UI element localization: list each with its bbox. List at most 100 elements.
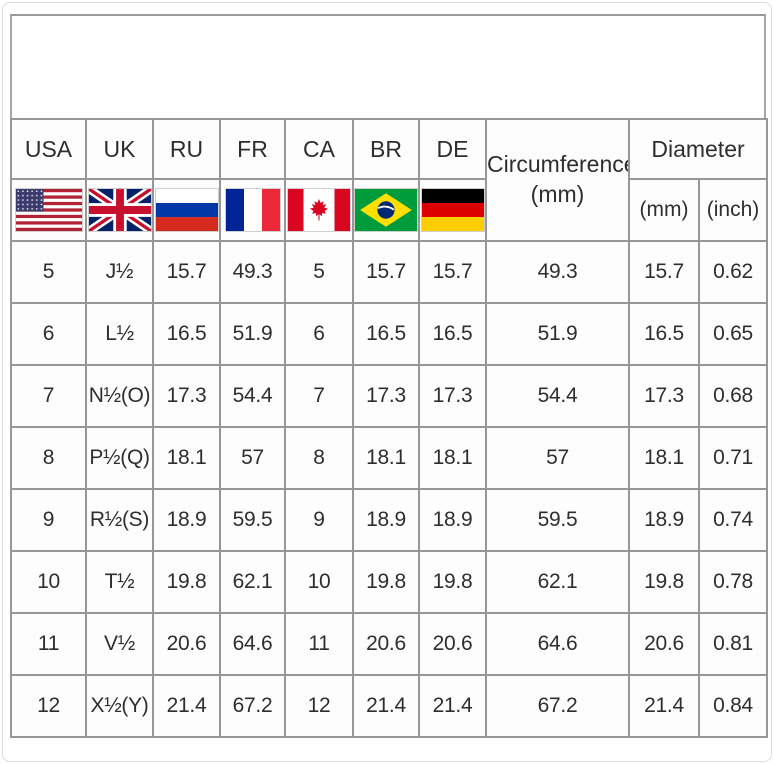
table-row: 10 T½ 19.8 62.1 10 19.8 19.8 62.1 19.8 0.78	[10, 550, 768, 614]
table-row: 8 P½(Q) 18.1 57 8 18.1 18.1 57 18.1 0.71	[10, 426, 768, 490]
table-cell: 54.4	[219, 364, 286, 428]
germany-flag-cell	[418, 178, 487, 242]
table-cell: 6	[284, 302, 354, 366]
russia-flag-icon	[155, 188, 218, 232]
table-cell: 49.3	[219, 240, 286, 304]
table-cell: 59.5	[219, 488, 286, 552]
table-cell: 19.8	[352, 550, 420, 614]
diameter-inch-header: (inch)	[698, 178, 768, 242]
col-header-ca: CA	[284, 118, 354, 180]
table-cell: 18.9	[628, 488, 700, 552]
table-cell: 17.3	[418, 364, 487, 428]
diameter-mm-header: (mm)	[628, 178, 700, 242]
table-cell: 16.5	[152, 302, 221, 366]
table-cell: 0.84	[698, 674, 768, 738]
table-cell: 18.1	[418, 426, 487, 490]
table-cell: 20.6	[628, 612, 700, 676]
table-cell: 20.6	[352, 612, 420, 676]
circumference-label: Circumference	[487, 151, 629, 178]
table-cell: 64.6	[219, 612, 286, 676]
germany-flag-icon	[421, 188, 484, 232]
table-row: 6 L½ 16.5 51.9 6 16.5 16.5 51.9 16.5 0.65	[10, 302, 768, 366]
table-cell: 51.9	[219, 302, 286, 366]
table-cell: 57	[485, 426, 630, 490]
brazil-flag-cell	[352, 178, 420, 242]
table-cell: 15.7	[352, 240, 420, 304]
table-cell: 10	[284, 550, 354, 614]
table-cell: 15.7	[628, 240, 700, 304]
russia-flag-cell	[152, 178, 221, 242]
table-row: 9 R½(S) 18.9 59.5 9 18.9 18.9 59.5 18.9 0.74	[10, 488, 768, 552]
col-header-usa: USA	[10, 118, 87, 180]
table-cell: 19.8	[418, 550, 487, 614]
table-cell: 51.9	[485, 302, 630, 366]
col-header-ru: RU	[152, 118, 221, 180]
table-cell: 0.74	[698, 488, 768, 552]
country-code-row: USA UK RU FR CA BR DE Circumference (mm)…	[10, 118, 768, 242]
usa-flag-icon	[14, 188, 83, 232]
table-cell: 21.4	[352, 674, 420, 738]
table-cell: 18.9	[352, 488, 420, 552]
table-cell: 0.65	[698, 302, 768, 366]
table-cell: 18.9	[152, 488, 221, 552]
table-cell: 57	[219, 426, 286, 490]
table-cell: 19.8	[152, 550, 221, 614]
table-cell: 9	[284, 488, 354, 552]
table-cell: J½	[85, 240, 154, 304]
table-cell: 12	[284, 674, 354, 738]
table-cell: 9	[10, 488, 87, 552]
table-cell: 15.7	[418, 240, 487, 304]
circumference-unit: (mm)	[530, 181, 585, 207]
ring-size-conversion-table: USA UK RU FR CA BR DE Circumference (mm)…	[10, 118, 768, 738]
table-cell: 5	[10, 240, 87, 304]
table-cell: 11	[284, 612, 354, 676]
table-cell: 7	[284, 364, 354, 428]
canada-flag-cell	[284, 178, 354, 242]
table-cell: 18.1	[152, 426, 221, 490]
table-cell: 16.5	[418, 302, 487, 366]
col-header-de: DE	[418, 118, 487, 180]
table-cell: 0.68	[698, 364, 768, 428]
table-cell: 6	[10, 302, 87, 366]
table-cell: 21.4	[418, 674, 487, 738]
table-cell: 0.78	[698, 550, 768, 614]
canada-flag-icon	[287, 188, 351, 232]
table-cell: R½(S)	[85, 488, 154, 552]
table-cell: X½(Y)	[85, 674, 154, 738]
table-cell: 21.4	[152, 674, 221, 738]
table-cell: 15.7	[152, 240, 221, 304]
table-cell: 20.6	[152, 612, 221, 676]
usa-flag-cell	[10, 178, 87, 242]
col-header-uk: UK	[85, 118, 154, 180]
table-cell: 49.3	[485, 240, 630, 304]
table-cell: 18.1	[352, 426, 420, 490]
table-cell: 0.62	[698, 240, 768, 304]
col-header-fr: FR	[219, 118, 286, 180]
table-row: 11 V½ 20.6 64.6 11 20.6 20.6 64.6 20.6 0.81	[10, 612, 768, 676]
table-cell: T½	[85, 550, 154, 614]
table-cell: 17.3	[352, 364, 420, 428]
table-cell: 0.71	[698, 426, 768, 490]
table-cell: 18.9	[418, 488, 487, 552]
uk-flag-icon	[88, 188, 151, 232]
table-cell: N½(O)	[85, 364, 154, 428]
table-cell: 16.5	[352, 302, 420, 366]
col-header-circumference: Circumference (mm)	[485, 118, 630, 242]
table-cell: 12	[10, 674, 87, 738]
table-cell: 18.1	[628, 426, 700, 490]
title-panel	[10, 14, 766, 120]
brazil-flag-icon	[355, 188, 417, 232]
table-cell: 5	[284, 240, 354, 304]
table-cell: 16.5	[628, 302, 700, 366]
flag-row: (mm) (inch)	[10, 178, 768, 242]
table-cell: 59.5	[485, 488, 630, 552]
page-content: USA UK RU FR CA BR DE Circumference (mm)…	[10, 14, 768, 738]
col-header-br: BR	[352, 118, 420, 180]
table-cell: 62.1	[219, 550, 286, 614]
table-cell: 19.8	[628, 550, 700, 614]
table-cell: L½	[85, 302, 154, 366]
france-flag-icon	[224, 188, 281, 232]
table-cell: 62.1	[485, 550, 630, 614]
table-cell: 8	[10, 426, 87, 490]
france-flag-cell	[219, 178, 286, 242]
